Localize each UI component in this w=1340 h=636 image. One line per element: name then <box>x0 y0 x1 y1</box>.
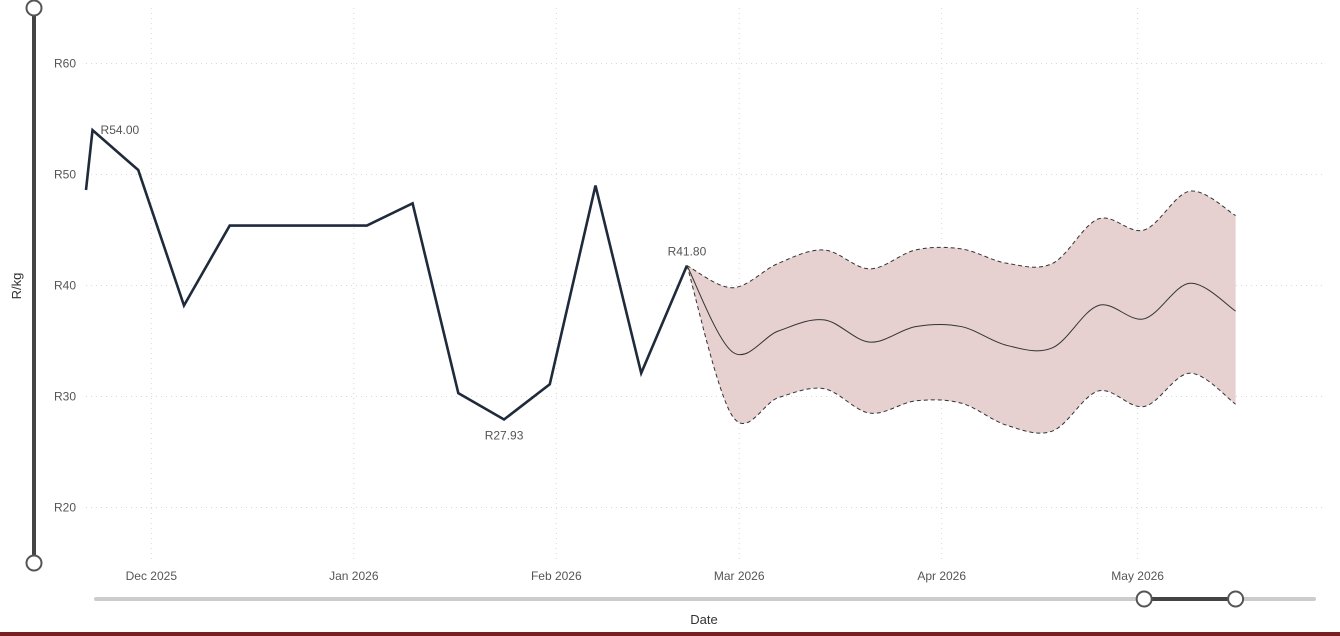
forecast-line <box>686 265 1236 355</box>
x-range-slider-left-handle[interactable] <box>1135 590 1153 608</box>
y-tick-label: R30 <box>54 390 76 404</box>
y-tick-label: R60 <box>54 57 76 71</box>
history-line <box>84 127 689 422</box>
x-axis-title: Date <box>690 612 717 627</box>
x-range-slider-right-handle[interactable] <box>1227 590 1245 608</box>
grid: R20 R30 R40 R50 R60 Dec 2025 Jan 2026 Feb 2026 M… <box>54 8 1324 583</box>
window-border <box>0 632 1340 636</box>
x-tick-label: Mar 2026 <box>714 569 765 583</box>
confidence-band <box>686 190 1236 434</box>
y-range-slider-bottom-handle[interactable] <box>25 554 43 572</box>
y-tick-label: R20 <box>54 501 76 515</box>
x-tick-label: May 2026 <box>1111 569 1164 583</box>
axes: R/kg Date <box>9 273 718 627</box>
y-axis-title: R/kg <box>9 273 24 300</box>
x-tick-label: Jan 2026 <box>329 569 379 583</box>
y-tick-label: R50 <box>54 168 76 182</box>
y-tick-label: R40 <box>54 279 76 293</box>
data-label: R41.80 <box>668 245 707 259</box>
x-tick-label: Dec 2025 <box>126 569 178 583</box>
data-label: R54.00 <box>101 123 140 137</box>
confidence-band-area <box>686 190 1236 434</box>
range-sliders[interactable] <box>25 0 1316 608</box>
data-labels: R54.00 R27.93 R41.80 <box>101 123 707 442</box>
y-range-slider-top-handle[interactable] <box>25 0 43 17</box>
series <box>84 127 1236 422</box>
data-label: R27.93 <box>485 428 524 442</box>
x-tick-label: Apr 2026 <box>917 569 966 583</box>
upper-bound-line <box>686 190 1236 289</box>
lower-bound-line <box>686 265 1236 434</box>
x-tick-label: Feb 2026 <box>531 569 582 583</box>
